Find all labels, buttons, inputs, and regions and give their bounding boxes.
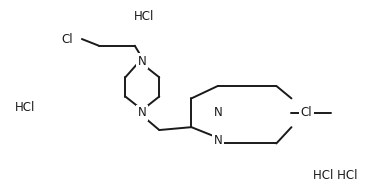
Text: N: N <box>138 55 147 68</box>
Text: N: N <box>213 134 222 147</box>
Text: Cl: Cl <box>301 106 312 119</box>
Text: HCl HCl: HCl HCl <box>313 168 357 182</box>
Text: HCl: HCl <box>15 102 35 114</box>
Text: N: N <box>213 106 222 119</box>
Text: Cl: Cl <box>61 33 73 47</box>
Text: HCl: HCl <box>134 9 154 23</box>
Text: N: N <box>138 106 147 119</box>
